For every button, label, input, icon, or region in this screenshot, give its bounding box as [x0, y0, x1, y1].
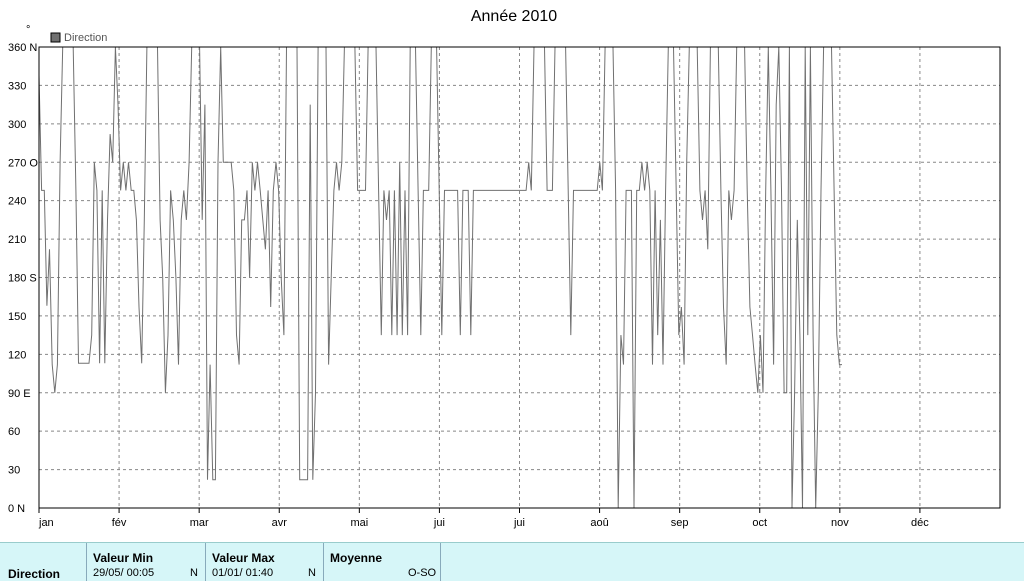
- x-tick-label: oct: [752, 517, 767, 529]
- avg-cell: Moyenne O-SO: [323, 543, 441, 581]
- max-value: 01/01/ 01:40: [212, 567, 274, 579]
- x-tick-label: jui: [433, 517, 445, 529]
- max-header: Valeur Max: [212, 551, 275, 565]
- legend-label: Direction: [64, 32, 107, 44]
- direction-series-line: [38, 46, 842, 509]
- y-tick-label: 180 S: [8, 273, 37, 285]
- max-direction: N: [308, 567, 316, 579]
- y-axis-ticks: 0 N 30 60 90 E 120 150 180 S 210 240 270 O 300 330 3…: [8, 42, 38, 515]
- y-tick-label: 360 N: [8, 42, 37, 54]
- min-direction: N: [190, 567, 198, 579]
- y-tick-label: 60: [8, 426, 20, 438]
- direction-chart: Année 2010 ° Direction 0 N 30 60 90 E 120 150…: [8, 8, 1001, 529]
- y-tick-label: 0 N: [8, 503, 25, 515]
- x-tick-label: sep: [671, 517, 689, 529]
- x-tick-label: aoû: [590, 517, 608, 529]
- x-tick-label: jui: [513, 517, 525, 529]
- y-tick-label: 270 O: [8, 157, 38, 169]
- y-tick-label: 240: [8, 196, 26, 208]
- y-tick-label: 150: [8, 311, 26, 323]
- y-tick-label: 120: [8, 349, 26, 361]
- x-tick-label: mar: [190, 517, 209, 529]
- min-cell: Valeur Min 29/05/ 00:05 N: [86, 543, 206, 581]
- unit-label: °: [26, 24, 30, 36]
- x-tick-label: avr: [272, 517, 288, 529]
- y-tick-label: 210: [8, 234, 26, 246]
- min-value: 29/05/ 00:05: [93, 567, 155, 579]
- x-tick-label: déc: [911, 517, 929, 529]
- y-tick-label: 330: [8, 80, 26, 92]
- x-tick-label: fév: [112, 517, 127, 529]
- x-tick-label: nov: [831, 517, 849, 529]
- grid: [39, 46, 1000, 509]
- stats-row-header: Direction: [0, 543, 87, 581]
- chart-title: Année 2010: [471, 8, 557, 25]
- plot-frame: [38, 46, 1001, 509]
- legend-swatch: [50, 32, 61, 43]
- min-header: Valeur Min: [93, 551, 154, 565]
- max-cell: Valeur Max 01/01/ 01:40 N: [205, 543, 324, 581]
- row-label: Direction: [8, 567, 61, 581]
- stats-footer: Direction Valeur Min 29/05/ 00:05 N Vale…: [0, 542, 1024, 581]
- avg-value: O-SO: [408, 567, 437, 579]
- y-tick-label: 90 E: [8, 388, 31, 400]
- x-tick-label: mai: [350, 517, 368, 529]
- x-tick-label: jan: [38, 517, 54, 529]
- y-tick-label: 30: [8, 465, 20, 477]
- y-tick-label: 300: [8, 119, 26, 131]
- avg-header: Moyenne: [330, 551, 383, 565]
- x-axis-ticks: jan fév mar avr mai jui jui aoû sep oct nov déc: [38, 508, 929, 529]
